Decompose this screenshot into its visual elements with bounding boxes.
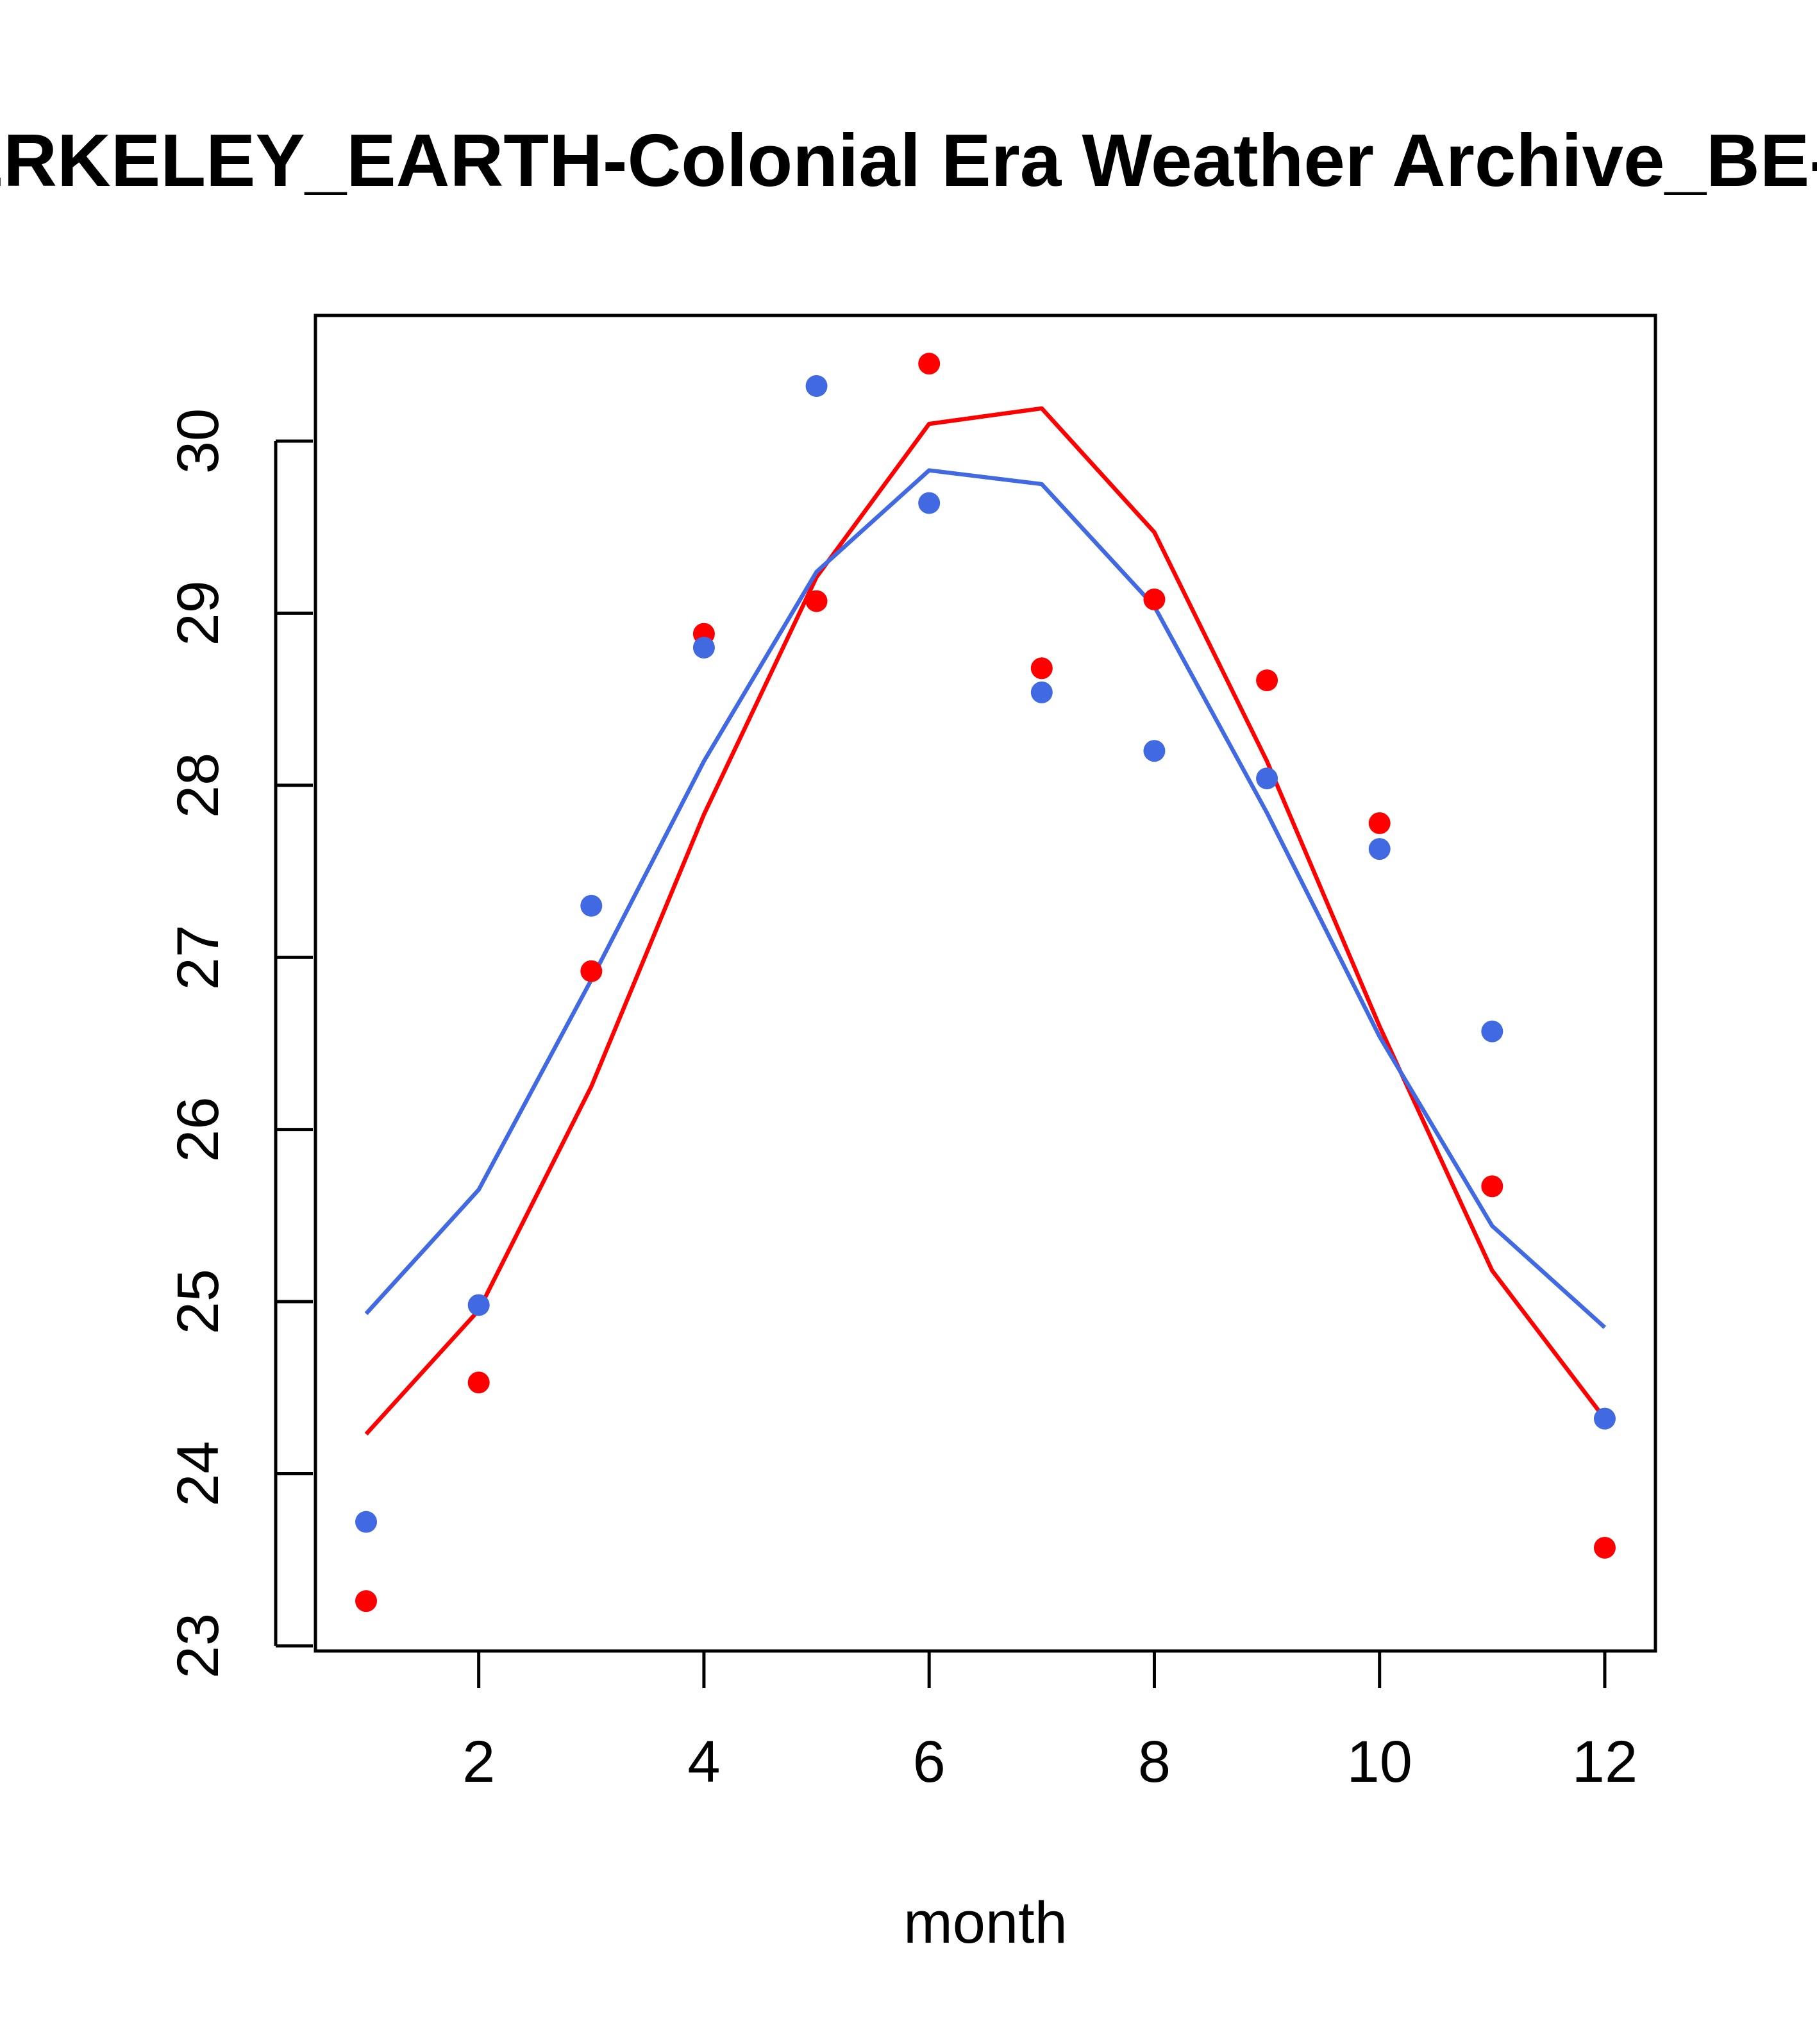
series-1-point [355,1590,378,1613]
series-lines [364,406,1607,1436]
series-2-point [805,375,828,398]
series-1-point [1030,657,1053,680]
x-tick-label: 12 [1572,1729,1637,1795]
series-2-point [580,894,603,917]
series-1-point [580,960,603,982]
chart-title: BERKELEY_EARTH-Colonial Era Weather Arch… [0,119,1817,202]
x-axis: 2 4 6 8 10 12 [462,1649,1637,1795]
series-1-point [1256,669,1278,692]
series-points [355,353,1616,1613]
series-2-line [364,468,1607,1329]
series-2-point [1593,1407,1616,1430]
plot-box [314,314,1657,1653]
y-tick-label: 28 [165,753,231,818]
y-tick-label: 29 [165,580,231,646]
series-2-point [1256,767,1278,790]
x-tick-label: 8 [1138,1729,1171,1795]
y-axis: 23 24 25 26 27 28 29 30 [165,408,313,1679]
x-tick-label: 4 [687,1729,720,1795]
y-tick-label: 27 [165,925,231,990]
series-2-point [1030,681,1053,703]
x-tick-label: 6 [913,1729,946,1795]
series-2-point [355,1511,378,1533]
series-1-point [918,353,941,375]
series-1-point [1368,812,1391,834]
y-tick-label: 30 [165,408,231,474]
y-tick-label: 23 [165,1613,231,1679]
series-1-point [805,590,828,612]
series-1-line [364,406,1607,1436]
x-tick-label: 10 [1347,1729,1412,1795]
y-tick-label: 24 [165,1441,231,1506]
series-1-point [467,1371,490,1394]
series-1-point [1481,1175,1503,1198]
y-tick-label: 26 [165,1096,231,1162]
y-tick-label: 25 [165,1269,231,1334]
series-2-point [692,637,715,659]
series-1-point [1593,1536,1616,1559]
series-2-point [1143,740,1166,762]
series-2-point [1368,838,1391,860]
series-1-point [1143,588,1166,610]
x-tick-label: 2 [462,1729,495,1795]
x-axis-label: month [903,1890,1068,1956]
series-2-point [918,492,941,514]
series-2-point [1481,1020,1503,1043]
series-2-point [467,1294,490,1316]
